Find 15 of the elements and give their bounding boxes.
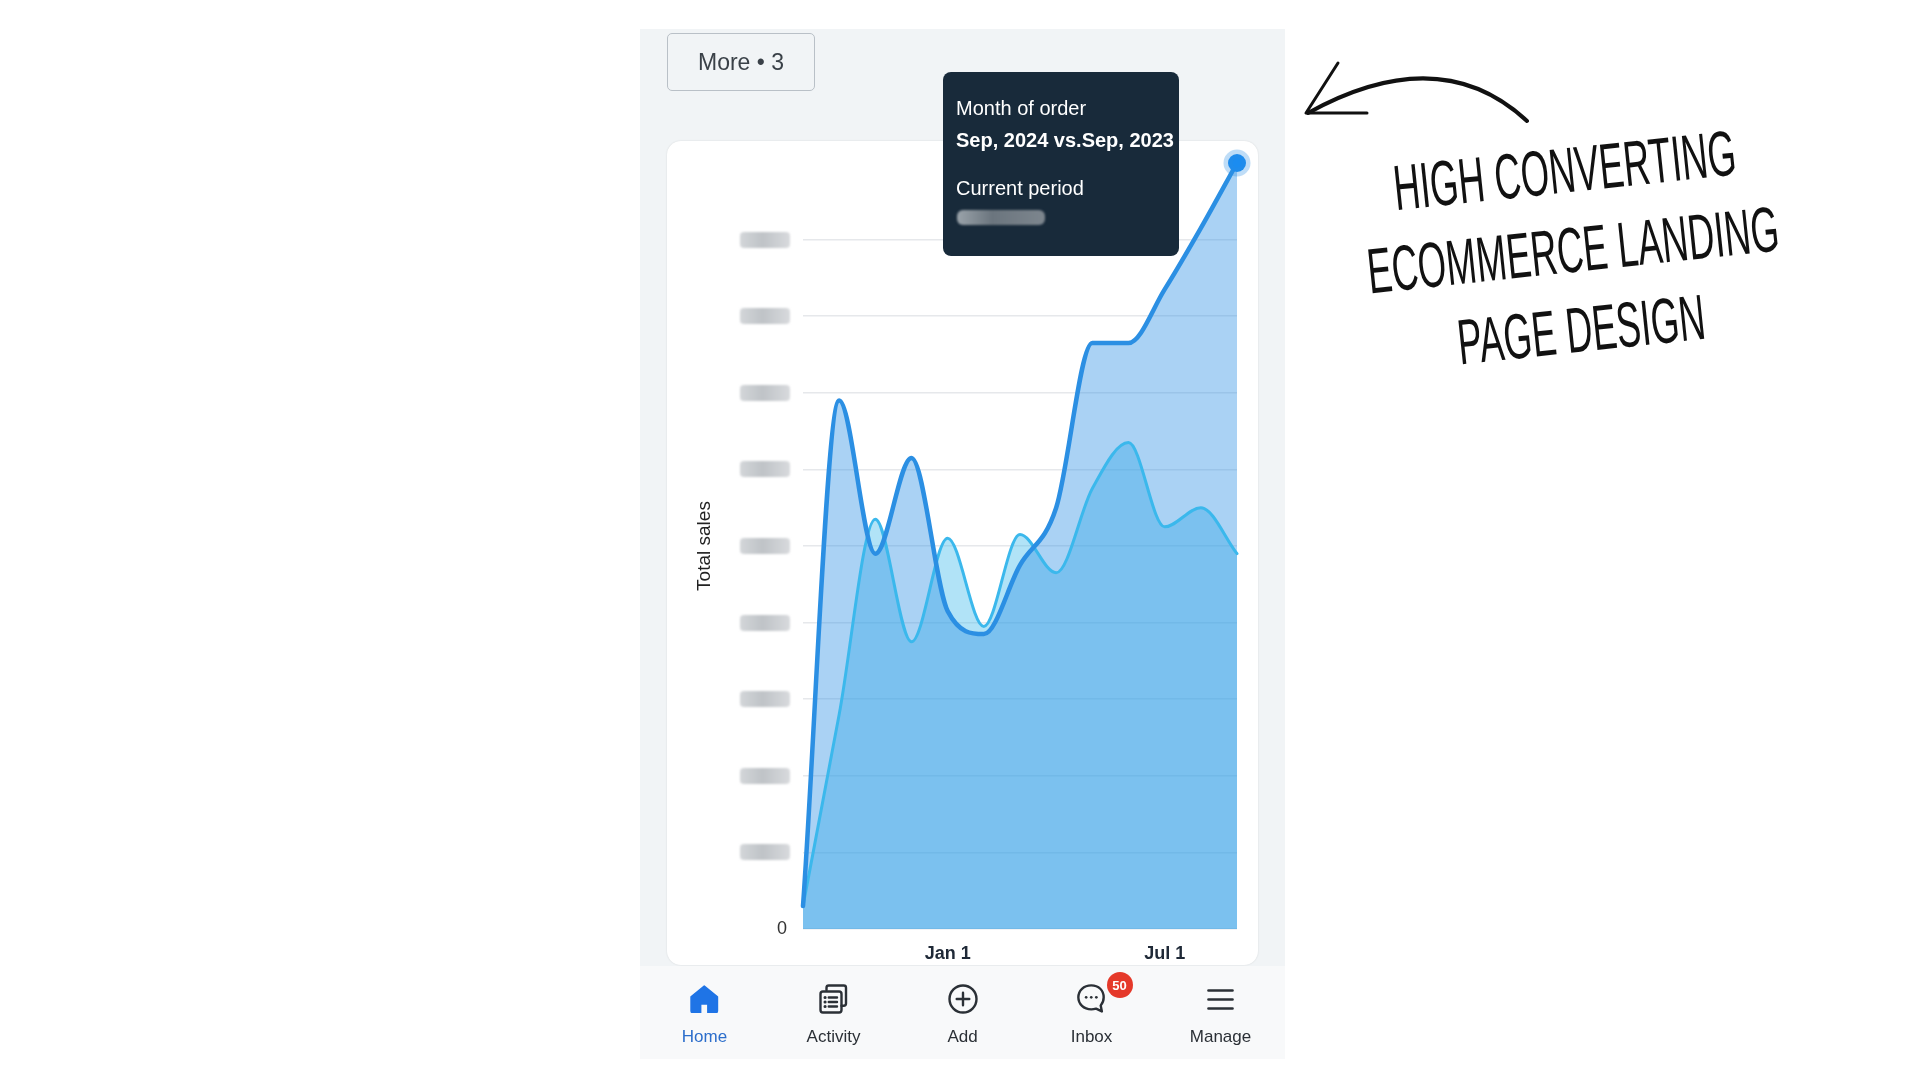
text: Sep, 2024 vs.Sep, 2023 xyxy=(956,128,1174,152)
text: More • 3 xyxy=(697,48,785,76)
y-axis-title: Total sales xyxy=(692,501,714,591)
text: 0 xyxy=(776,917,787,938)
x-tick-label: Jan 1 xyxy=(924,942,971,963)
text: Add xyxy=(946,1027,979,1047)
text: Month of order xyxy=(956,96,1087,120)
text: 50 xyxy=(1112,977,1127,993)
text: Inbox xyxy=(1069,1027,1114,1047)
text: Manage xyxy=(1188,1027,1253,1047)
text: HIGH CONVERTING ECOMMERCE LANDING PAGE DESIGN xyxy=(1362,115,1784,381)
x-tick-label: Jul 1 xyxy=(1144,942,1186,963)
text: Activity xyxy=(805,1027,862,1047)
text: Home xyxy=(680,1027,729,1047)
annotation: Current period xyxy=(956,176,1084,200)
